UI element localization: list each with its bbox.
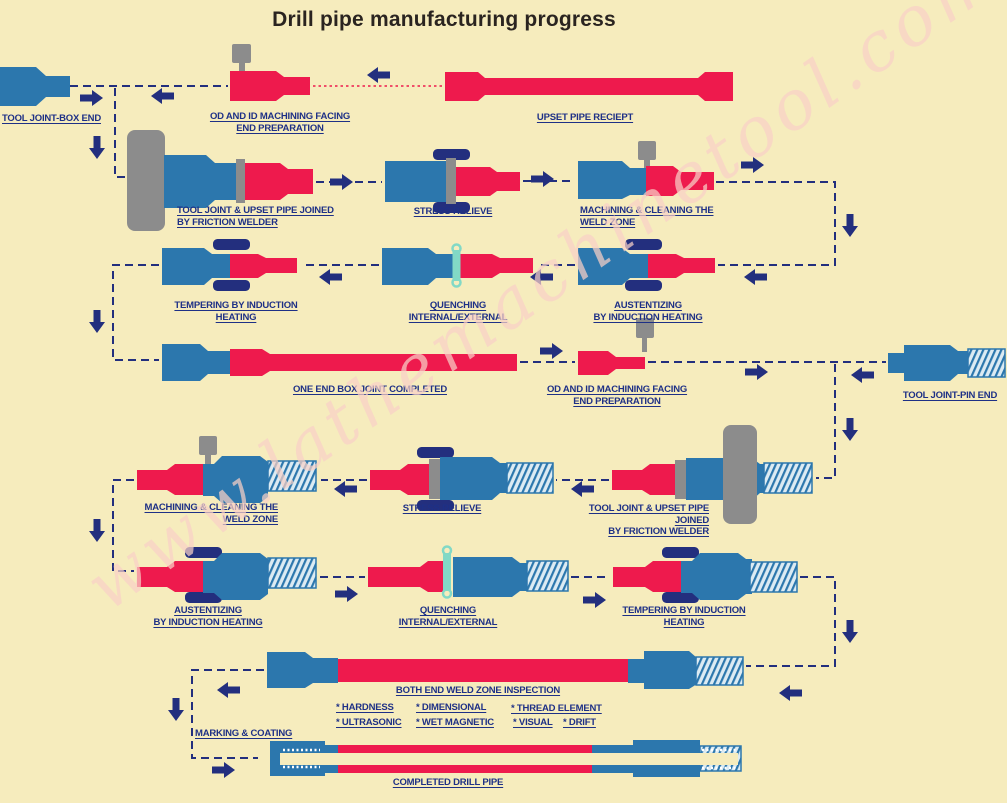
graphic-one-end-box-joint [162,344,517,381]
graphic-friction-welder-box [127,130,313,231]
inspection-item-drift: * DRIFT [563,717,596,728]
label-upset-pipe-reciept: UPSET PIPE RECIEPT [536,112,634,123]
label-marking-coating: MARKING & COATING [195,728,293,739]
label-stress-relieve-pin: STRESS RELIEVE [402,503,482,514]
label-tool-joint-pin-end: TOOL JOINT-PIN END [902,390,998,401]
graphic-completed-drill-pipe [270,740,742,777]
inspection-item-dimensional: * DIMENSIONAL [416,702,487,713]
graphic-austentizing-box [578,239,715,291]
graphic-stress-relieve-pin [370,447,554,511]
label-friction-welder-pin: TOOL JOINT & UPSET PIPE JOINED BY FRICTIO… [588,503,709,537]
graphic-upset-pipe [445,72,733,101]
label-stress-relieve-box: STRESS RELIEVE [413,206,493,217]
label-quenching-pin: QUENCHING INTERNAL/EXTERNAL [398,605,498,628]
label-machining-cleaning-pin: MACHINING & CLEANING THE WELD ZONE [144,502,279,525]
graphic-od-id-machining-pin [578,318,654,375]
graphic-tempering-box [162,239,297,291]
label-austentizing-pin: AUSTENTIZING BY INDUCTION HEATING [153,605,263,628]
inspection-item-ultrasonic: * ULTRASONIC [336,717,402,728]
label-od-id-machining-box: OD AND ID MACHINING FACING END PREPARATIO… [209,111,351,134]
label-austentizing-box: AUSTENTIZING BY INDUCTION HEATING [593,300,703,323]
graphic-friction-welder-pin [612,425,813,524]
graphic-od-id-machining-box [230,44,310,101]
inspection-item-wet-magnetic: * WET MAGNETIC [416,717,494,728]
graphic-inspection-pipe [267,651,744,689]
inspection-item-thread-element: * THREAD ELEMENT [511,703,602,714]
inspection-item-hardness: * HARDNESS [336,702,394,713]
inspection-item-visual: * VISUAL [513,717,553,728]
label-tempering-pin: TEMPERING BY INDUCTION HEATING [622,605,746,628]
page-title: Drill pipe manufacturing progress [272,8,616,31]
label-friction-welder-box: TOOL JOINT & UPSET PIPE JOINED BY FRICTIO… [177,205,334,228]
label-tool-joint-box-end: TOOL JOINT-BOX END [2,113,101,124]
label-one-end-box-joint: ONE END BOX JOINT COMPLETED [292,384,447,395]
graphic-austentizing-pin [137,547,317,603]
graphic-stress-relieve-box [385,149,520,213]
label-completed-drill-pipe: COMPLETED DRILL PIPE [392,777,504,788]
label-inspection-title: BOTH END WELD ZONE INSPECTION [395,685,561,696]
graphic-tempering-pin [613,547,798,603]
flow-dashed-lines [70,85,886,759]
label-tempering-box: TEMPERING BY INDUCTION HEATING [174,300,298,323]
label-od-id-machining-pin: OD AND ID MACHINING FACING END PREPARATIO… [546,384,688,407]
graphic-quenching-pin [368,545,569,599]
graphic-tool-joint-pin-end [888,345,1006,381]
label-quenching-box: QUENCHING INTERNAL/EXTERNAL [408,300,508,323]
graphic-machining-cleaning-box [578,141,714,199]
graphic-quenching-box [382,243,533,288]
graphic-machining-cleaning-pin [137,436,317,503]
graphic-tool-joint-box-end [0,67,70,106]
label-machining-cleaning-box: MACHINING & CLEANING THE WELD ZONE [580,205,714,228]
